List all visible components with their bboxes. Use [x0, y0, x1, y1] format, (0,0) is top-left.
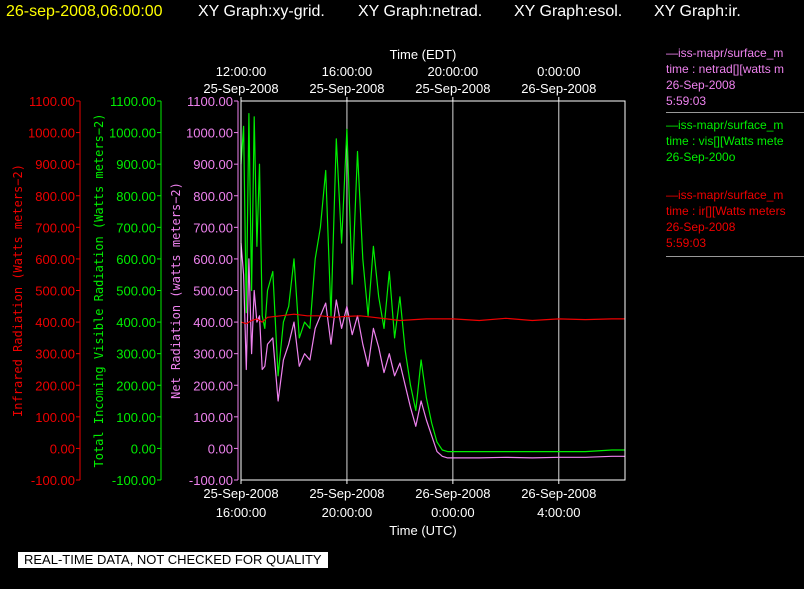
y-tick-label: 800.00 [116, 189, 156, 204]
y-tick-label: 1100.00 [110, 94, 156, 109]
series-layer [240, 112, 625, 459]
bottom-tick-label: 20:00:00 [322, 505, 373, 520]
bottom-tick-label: 26-Sep-2008 [521, 486, 596, 501]
y-tick-label: 900.00 [35, 157, 75, 172]
y-tick-label: 700.00 [193, 220, 233, 235]
y-tick-label: -100.00 [112, 473, 156, 488]
quality-warning-banner: REAL-TIME DATA, NOT CHECKED FOR QUALITY [18, 552, 328, 568]
y-tick-label: 500.00 [193, 284, 233, 299]
infrared-y-axis: -100.00 0.00 100.00 200.00 300.00 400.00 500.0… [11, 94, 81, 488]
y-tick-label: 300.00 [193, 347, 233, 362]
bottom-axis-title: Time (UTC) [389, 523, 456, 538]
y-tick-label: 600.00 [116, 252, 156, 267]
y-tick-label: 200.00 [193, 378, 233, 393]
y-tick-label: 500.00 [35, 284, 75, 299]
y-tick-label: 0.00 [131, 441, 156, 456]
legend-net-source: —iss-mapr/surface_m [666, 46, 784, 60]
header-datetime: 26-sep-2008,06:00:00 [6, 3, 163, 20]
y-tick-label: 500.00 [116, 284, 156, 299]
y-tick-label: 1000.00 [28, 126, 75, 141]
y-tick-label: 1000.00 [109, 126, 156, 141]
top-tick-label: 26-Sep-2008 [521, 81, 596, 96]
bottom-tick-label: 26-Sep-2008 [415, 486, 490, 501]
legend-visible-source: —iss-mapr/surface_m [666, 118, 784, 132]
legend-divider [666, 112, 804, 113]
top-tick-label: 12:00:00 [216, 64, 267, 79]
y-tick-label: 400.00 [193, 315, 233, 330]
legend-infrared-date: 26-Sep-2008 [666, 220, 736, 234]
top-axis-title: Time (EDT) [390, 47, 457, 62]
legend-net-time: 5:59:03 [666, 94, 707, 108]
y-tick-label: 400.00 [35, 315, 75, 330]
bottom-tick-label: 4:00:00 [537, 505, 580, 520]
header-graph-esol: XY Graph:esol. [514, 3, 623, 20]
y-tick-label: 800.00 [35, 189, 75, 204]
legend-visible: —iss-mapr/surface_m time : vis[][Watts m… [666, 117, 804, 165]
infrared-series-line [240, 313, 625, 325]
legend-visible-date: 26-Sep-200o [666, 150, 736, 164]
y-tick-label: 0.00 [50, 441, 75, 456]
bottom-tick-label: 25-Sep-2008 [203, 486, 278, 501]
header-graph-netrad: XY Graph:netrad. [358, 3, 483, 20]
y-tick-label: -100.00 [189, 473, 233, 488]
header-graph-ir: XY Graph:ir. [654, 3, 741, 20]
y-tick-label: 900.00 [116, 157, 156, 172]
y-tick-label: 0.00 [208, 441, 233, 456]
y-tick-label: 1100.00 [187, 94, 233, 109]
visible-series-line [240, 112, 625, 453]
plot-border [240, 100, 626, 481]
y-axis-title: Infrared Radiation (Watts meters−2) [11, 164, 25, 417]
legend-net-date: 26-Sep-2008 [666, 78, 736, 92]
bottom-tick-label: 25-Sep-2008 [309, 486, 384, 501]
y-tick-label: 300.00 [35, 347, 75, 362]
y-tick-label: 200.00 [116, 378, 156, 393]
y-axis-title: Net Radiation (watts meters−2) [169, 182, 183, 399]
y-tick-label: -100.00 [31, 473, 75, 488]
y-tick-label: 700.00 [116, 220, 156, 235]
y-axes: -100.00 0.00 100.00 200.00 300.00 400.00 500.0… [11, 94, 239, 488]
bottom-tick-label: 0:00:00 [431, 505, 474, 520]
y-tick-label: 700.00 [35, 220, 75, 235]
y-tick-label: 200.00 [35, 378, 75, 393]
x-axes: Time (EDT) 12:00:00 25-Sep-2008 16:00:00 25-… [203, 47, 596, 538]
net-y-axis: -100.00 0.00 100.00 200.00 300.00 400.00 500.0… [169, 94, 239, 488]
plot-frame [240, 100, 626, 481]
y-tick-label: 1100.00 [29, 94, 75, 109]
net-series-line [240, 243, 625, 459]
legend-net-var: time : netrad[][watts m [666, 62, 785, 76]
y-tick-label: 600.00 [35, 252, 75, 267]
y-tick-label: 1000.00 [186, 126, 233, 141]
legend-visible-var: time : vis[][Watts mete [666, 134, 784, 148]
y-tick-label: 800.00 [193, 189, 233, 204]
legend-infrared-source: —iss-mapr/surface_m [666, 188, 784, 202]
top-tick-label: 0:00:00 [537, 64, 580, 79]
y-axis-title: Total Incoming Visible Radiation (Watts … [92, 113, 106, 467]
grid-lines [240, 101, 560, 480]
legend-divider [666, 256, 804, 257]
top-tick-label: 25-Sep-2008 [203, 81, 278, 96]
header-graph-xy-grid: XY Graph:xy-grid. [198, 3, 325, 20]
legend-infrared-time: 5:59:03 [666, 236, 707, 250]
y-tick-label: 300.00 [116, 347, 156, 362]
y-tick-label: 100.00 [116, 410, 156, 425]
top-tick-label: 16:00:00 [322, 64, 373, 79]
y-tick-label: 900.00 [193, 157, 233, 172]
top-tick-label: 25-Sep-2008 [309, 81, 384, 96]
y-tick-label: 100.00 [35, 410, 75, 425]
visible-y-axis: -100.00 0.00 100.00 200.00 300.00 400.00 500.0… [92, 94, 162, 488]
legend-net: —iss-mapr/surface_m time : netrad[][watt… [666, 45, 804, 109]
legend-infrared-var: time : ir[][Watts meters [666, 204, 786, 218]
y-tick-label: 600.00 [193, 252, 233, 267]
top-tick-label: 20:00:00 [428, 64, 479, 79]
bottom-tick-label: 16:00:00 [216, 505, 267, 520]
top-tick-label: 25-Sep-2008 [415, 81, 490, 96]
legend-infrared: —iss-mapr/surface_m time : ir[][Watts me… [666, 187, 804, 251]
y-tick-label: 100.00 [193, 410, 233, 425]
y-tick-label: 400.00 [116, 315, 156, 330]
